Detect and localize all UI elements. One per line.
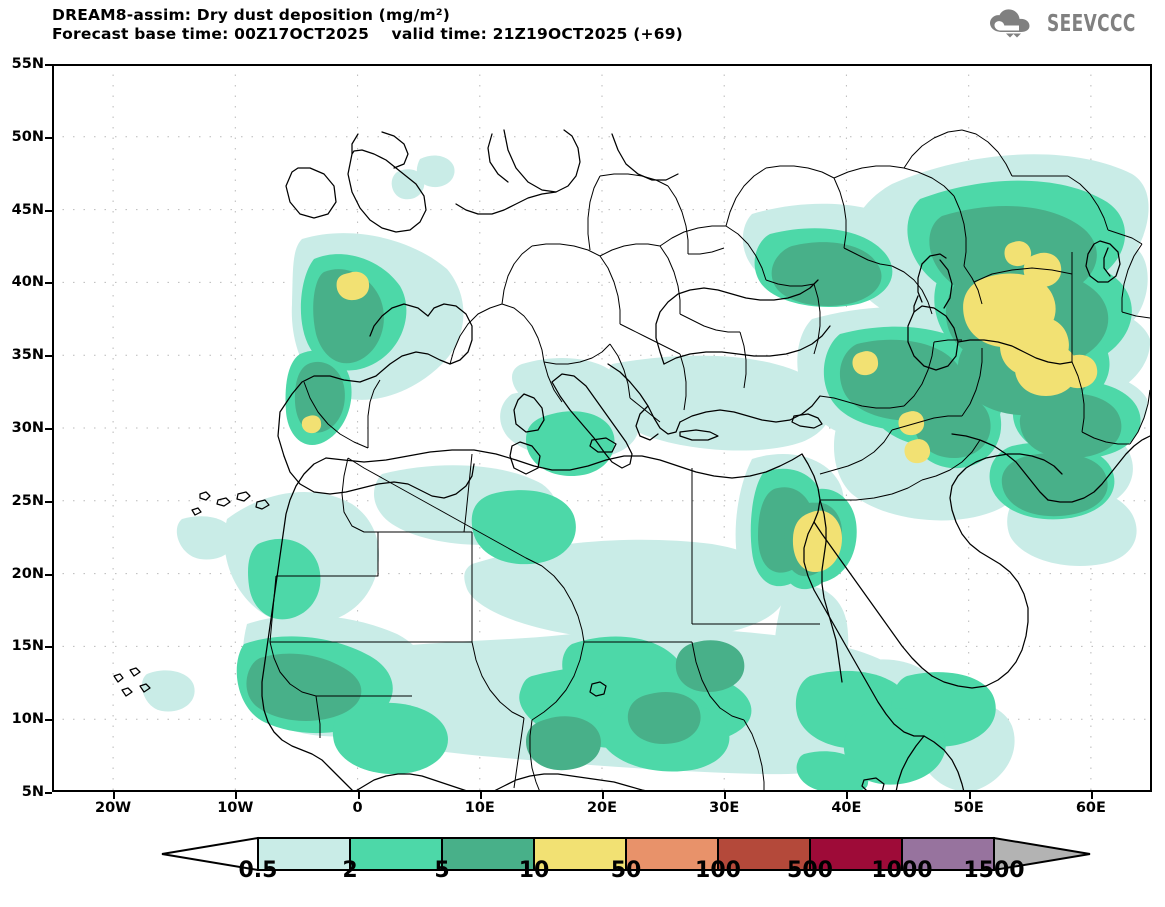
lat-label-15N: 15N <box>11 638 44 655</box>
lat-tick-5N <box>45 792 52 794</box>
lon-label-40E: 40E <box>831 800 862 816</box>
colorbar-label-500: 500 <box>787 858 833 883</box>
lon-tick-10W <box>235 792 238 799</box>
lon-tick-0 <box>357 792 360 799</box>
lat-tick-30N <box>45 428 52 430</box>
lat-tick-45N <box>45 209 52 212</box>
lat-label-50N: 50N <box>11 128 44 145</box>
logo-text: SEEVCCC <box>1046 11 1136 37</box>
colorbar-label-2: 2 <box>342 858 358 883</box>
lon-tick-30E <box>724 792 727 799</box>
lon-label-10E: 10E <box>464 800 495 816</box>
lon-label-20W: 20W <box>95 800 132 816</box>
lon-tick-40E <box>846 792 849 799</box>
colorbar-label-1000: 1000 <box>871 858 933 883</box>
colorbar-label-10: 10 <box>518 858 550 883</box>
lat-tick-35N <box>45 355 52 358</box>
lat-label-25N: 25N <box>11 492 44 509</box>
lat-tick-55N <box>45 64 52 66</box>
colorbar-cell-1000-1500 <box>901 837 995 871</box>
forecast-time-line: Forecast base time: 00Z17OCT2025 valid t… <box>52 24 683 43</box>
lat-label-55N: 55N <box>11 56 44 72</box>
lon-label-0: 0 <box>352 800 363 816</box>
lat-tick-50N <box>45 136 52 139</box>
lat-label-30N: 30N <box>11 420 44 436</box>
lat-label-45N: 45N <box>11 201 44 218</box>
lat-tick-40N <box>45 282 52 285</box>
map-plot-area[interactable] <box>45 64 1152 799</box>
lon-tick-50E <box>968 792 971 799</box>
colorbar[interactable]: 0.5 2 5 10 50 100 500 1000 1500 <box>0 832 1165 907</box>
colorbar-cell-10-50 <box>533 837 627 871</box>
colorbar-cell-2-5 <box>349 837 443 871</box>
lat-tick-20N <box>45 573 52 576</box>
lon-label-20E: 20E <box>586 800 618 816</box>
map-coastlines <box>113 129 1151 792</box>
colorbar-cell-0.5-2 <box>257 837 351 871</box>
colorbar-label-0.5: 0.5 <box>238 858 278 883</box>
dust-contour-band-10-50 <box>301 241 1098 572</box>
colorbar-over-arrow <box>993 836 1091 872</box>
colorbar-label-1500: 1500 <box>963 858 1025 883</box>
lat-label-5N: 5N <box>21 784 44 800</box>
colorbar-label-50: 50 <box>610 858 642 883</box>
lon-label-30E: 30E <box>709 800 740 816</box>
lat-label-40N: 40N <box>11 274 44 291</box>
lon-tick-10E <box>479 792 482 799</box>
lat-label-35N: 35N <box>11 347 44 364</box>
lon-tick-20E <box>602 792 604 799</box>
lat-label-20N: 20N <box>11 565 44 582</box>
lat-label-10N: 10N <box>11 711 44 728</box>
colorbar-label-100: 100 <box>695 858 741 883</box>
lat-tick-25N <box>45 500 52 503</box>
colorbar-cell-5-10 <box>441 837 535 871</box>
cloud-icon <box>989 9 1030 38</box>
colorbar-label-5: 5 <box>434 858 450 883</box>
lon-tick-60E <box>1090 792 1093 799</box>
page-title: DREAM8-assim: Dry dust deposition (mg/m²… <box>52 6 451 24</box>
lon-tick-20W <box>113 792 116 799</box>
lon-label-10W: 10W <box>217 800 254 816</box>
lat-tick-10N <box>45 719 52 722</box>
map-country-borders <box>269 129 1151 792</box>
lat-tick-15N <box>45 646 52 649</box>
colorbar-cell-50-100 <box>625 837 719 871</box>
lon-label-50E: 50E <box>953 800 984 816</box>
dust-deposition-map[interactable] <box>52 64 1152 792</box>
seevccc-logo: SEEVCCC <box>988 8 1155 40</box>
lon-label-60E: 60E <box>1075 800 1106 816</box>
chart-title-block: DREAM8-assim: Dry dust deposition (mg/m²… <box>52 6 683 44</box>
colorbar-swatches[interactable] <box>0 832 1165 872</box>
